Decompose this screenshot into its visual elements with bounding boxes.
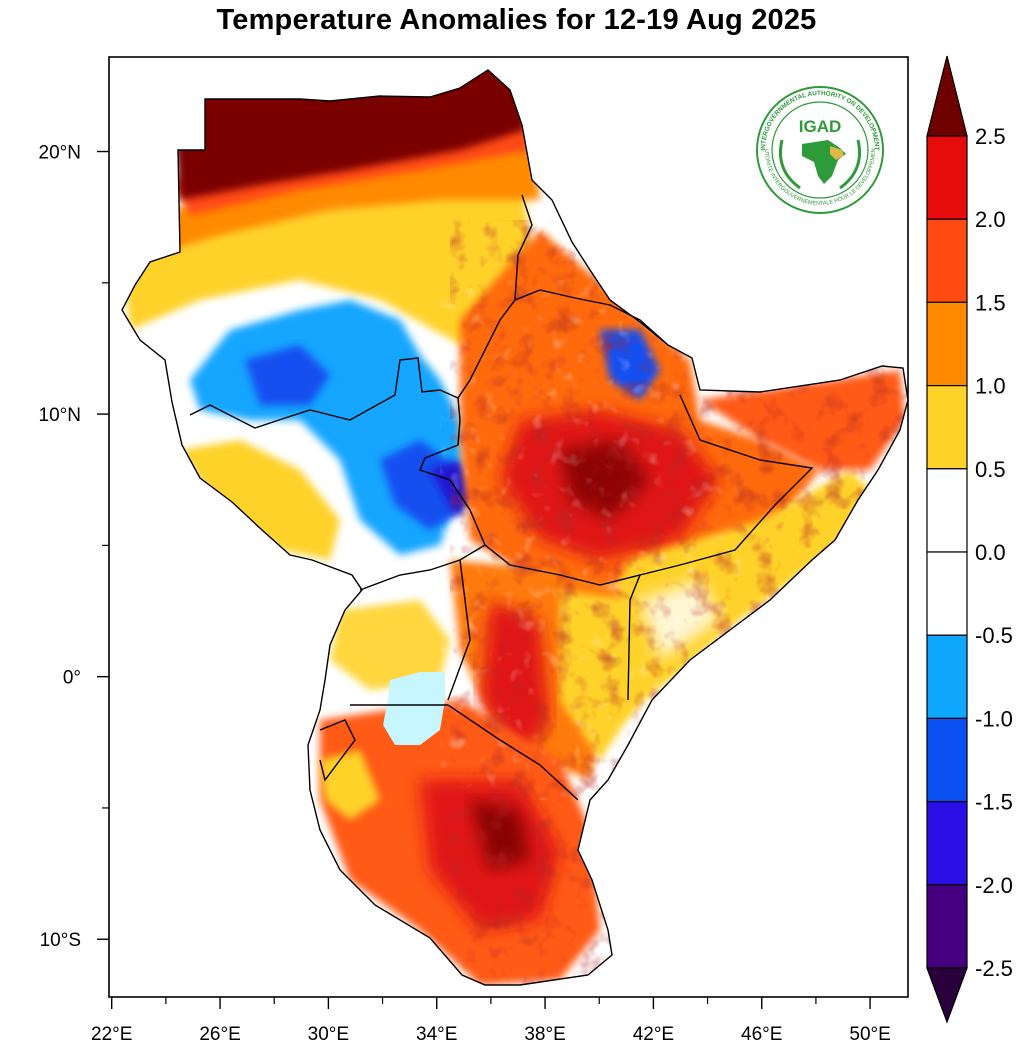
lat-tick-label: 10°S bbox=[40, 930, 81, 951]
colorbar-label: -2.5 bbox=[975, 956, 1013, 981]
colorbar-swatch bbox=[926, 884, 968, 969]
border-ethiopia-somalia bbox=[639, 394, 814, 576]
colorbar-label: 2.0 bbox=[975, 207, 1006, 232]
border-eritrea-ethiopia bbox=[514, 289, 669, 346]
colorbar-label: -0.5 bbox=[975, 623, 1013, 648]
colorbar-swatch bbox=[926, 301, 968, 387]
colorbar: 2.5 2.0 1.5 1.0 0.5 0.0 -0.5 -1.0 -1.5 -2.0 -2.5 bbox=[926, 55, 1013, 1024]
lake-victoria bbox=[383, 672, 445, 745]
colorbar-label: 2.5 bbox=[975, 124, 1006, 149]
warm-zone-uganda bbox=[330, 600, 450, 690]
wreath-left-icon bbox=[779, 139, 801, 190]
colorbar-swatch bbox=[926, 135, 968, 220]
longitude-axis: 22°E 26°E 30°E 34°E 38°E 42°E 46°E 50°E bbox=[91, 997, 891, 1045]
colorbar-max-triangle bbox=[926, 55, 968, 137]
warm-zone-sudan bbox=[122, 170, 540, 350]
lon-tick-label: 26°E bbox=[199, 1024, 240, 1045]
logo-acronym: IGAD bbox=[799, 117, 842, 136]
colorbar-swatch bbox=[926, 468, 968, 553]
border-rwanda-burundi bbox=[319, 719, 356, 782]
border-uganda-kenya bbox=[447, 559, 471, 701]
lon-tick-label: 22°E bbox=[91, 1024, 132, 1045]
colorbar-swatch bbox=[926, 551, 968, 636]
colorbar-min-triangle bbox=[926, 967, 968, 1024]
lat-tick-label: 0° bbox=[63, 668, 81, 689]
border-uganda-south-sudan bbox=[359, 544, 486, 591]
cool-zone-core bbox=[245, 345, 330, 405]
colorbar-label: -1.0 bbox=[975, 706, 1013, 731]
lat-tick-label: 20°N bbox=[39, 143, 81, 164]
igad-logo: INTERGOVERNMENTAL AUTHORITY ON DEVELOPME… bbox=[756, 86, 884, 214]
lon-tick-label: 38°E bbox=[524, 1024, 565, 1045]
country-borders bbox=[121, 69, 909, 986]
colorbar-label: 0.0 bbox=[975, 540, 1006, 565]
colorbar-swatch bbox=[926, 634, 968, 720]
colorbar-label: 1.0 bbox=[975, 374, 1006, 399]
border-kenya-tanzania bbox=[447, 704, 579, 801]
map-title: Temperature Anomalies for 12-19 Aug 2025 bbox=[216, 4, 817, 36]
lat-tick-label: 10°N bbox=[39, 405, 81, 426]
lon-tick-label: 50°E bbox=[849, 1024, 890, 1045]
colorbar-swatch bbox=[926, 218, 968, 303]
colorbar-label: -1.5 bbox=[975, 790, 1013, 815]
warm-zone-west bbox=[180, 440, 340, 560]
colorbar-label: 0.5 bbox=[975, 457, 1006, 482]
colorbar-label: 1.5 bbox=[975, 290, 1006, 315]
latitude-axis: 20°N 10°N 0° 10°S bbox=[39, 143, 109, 951]
colorbar-swatch bbox=[926, 717, 968, 803]
border-south-sudan-ethiopia bbox=[419, 397, 486, 546]
border-sudan-eritrea bbox=[457, 194, 533, 399]
lon-tick-label: 30°E bbox=[308, 1024, 349, 1045]
colorbar-swatch bbox=[926, 800, 968, 886]
colorbar-swatch bbox=[926, 385, 968, 470]
wreath-right-icon bbox=[839, 139, 861, 190]
lon-tick-label: 46°E bbox=[741, 1024, 782, 1045]
lon-tick-label: 34°E bbox=[416, 1024, 457, 1045]
border-kenya-ethiopia bbox=[484, 544, 642, 701]
horn-of-africa-icon bbox=[830, 146, 844, 160]
lon-tick-label: 42°E bbox=[633, 1024, 674, 1045]
colorbar-label: -2.0 bbox=[975, 873, 1013, 898]
border-sudan-south-sudan bbox=[189, 357, 459, 429]
